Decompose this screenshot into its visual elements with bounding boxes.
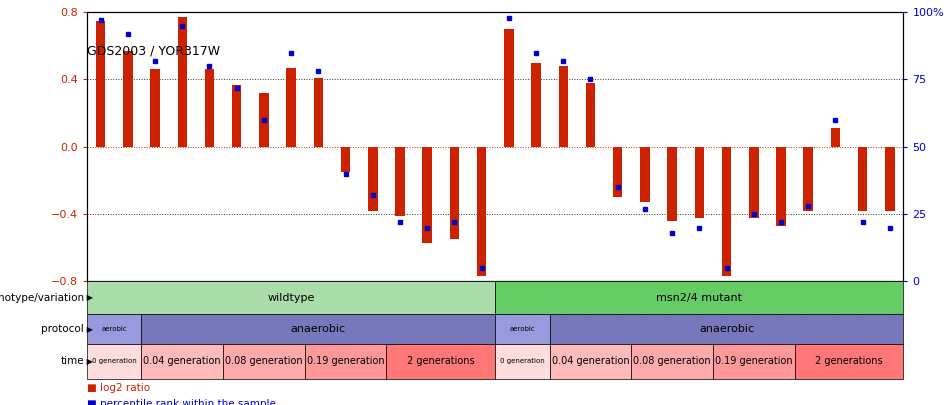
Bar [586, 83, 595, 147]
Bar [831, 128, 840, 147]
Text: 0 generation: 0 generation [92, 358, 136, 364]
Bar [87, 281, 495, 314]
Bar [313, 78, 324, 147]
Bar [713, 344, 795, 379]
Text: 2 generations: 2 generations [815, 356, 883, 367]
Bar [178, 17, 187, 147]
Bar [232, 85, 241, 147]
Text: ▶: ▶ [84, 357, 94, 366]
Bar [795, 344, 903, 379]
Bar [694, 147, 704, 217]
Bar [395, 147, 405, 216]
Bar [504, 29, 514, 147]
Bar [87, 344, 142, 379]
Text: 0.04 generation: 0.04 generation [552, 356, 629, 367]
Text: 0.04 generation: 0.04 generation [144, 356, 221, 367]
Bar [142, 344, 223, 379]
Bar [495, 314, 550, 344]
Bar [640, 147, 650, 202]
Bar [749, 147, 759, 217]
Bar [87, 314, 142, 344]
Text: ▶: ▶ [84, 324, 94, 334]
Bar [305, 344, 386, 379]
Text: 0.08 generation: 0.08 generation [225, 356, 303, 367]
Text: ■ log2 ratio: ■ log2 ratio [87, 383, 150, 393]
Bar [667, 147, 677, 221]
Text: 0.19 generation: 0.19 generation [307, 356, 384, 367]
Bar [223, 344, 305, 379]
Bar [777, 147, 786, 226]
Bar [722, 147, 731, 277]
Bar [477, 147, 486, 277]
Text: anaerobic: anaerobic [699, 324, 754, 334]
Text: ▶: ▶ [84, 293, 94, 302]
Bar [386, 344, 495, 379]
Bar [495, 281, 903, 314]
Bar [558, 66, 568, 147]
Bar [532, 63, 541, 147]
Bar [341, 147, 350, 172]
Text: GDS2003 / YOR317W: GDS2003 / YOR317W [87, 45, 220, 58]
Text: wildtype: wildtype [268, 293, 315, 303]
Bar [204, 69, 214, 147]
Text: 0 generation: 0 generation [500, 358, 545, 364]
Bar [613, 147, 622, 197]
Bar [368, 147, 377, 211]
Bar [631, 344, 713, 379]
Text: protocol: protocol [42, 324, 84, 334]
Text: time: time [61, 356, 84, 367]
Text: aerobic: aerobic [510, 326, 535, 332]
Bar [150, 69, 160, 147]
Bar [449, 147, 459, 239]
Bar [495, 344, 550, 379]
Text: 2 generations: 2 generations [407, 356, 475, 367]
Text: 0.08 generation: 0.08 generation [633, 356, 711, 367]
Text: msn2/4 mutant: msn2/4 mutant [657, 293, 743, 303]
Bar [287, 68, 296, 147]
Bar [858, 147, 867, 211]
Text: 0.19 generation: 0.19 generation [715, 356, 793, 367]
Bar [550, 344, 631, 379]
Bar [423, 147, 432, 243]
Bar [123, 51, 132, 147]
Bar [885, 147, 895, 211]
Bar [142, 314, 495, 344]
Bar [803, 147, 813, 211]
Text: anaerobic: anaerobic [290, 324, 346, 334]
Text: ■ percentile rank within the sample: ■ percentile rank within the sample [87, 399, 276, 405]
Bar [259, 93, 269, 147]
Text: genotype/variation: genotype/variation [0, 293, 84, 303]
Bar [96, 21, 105, 147]
Text: aerobic: aerobic [101, 326, 127, 332]
Bar [550, 314, 903, 344]
